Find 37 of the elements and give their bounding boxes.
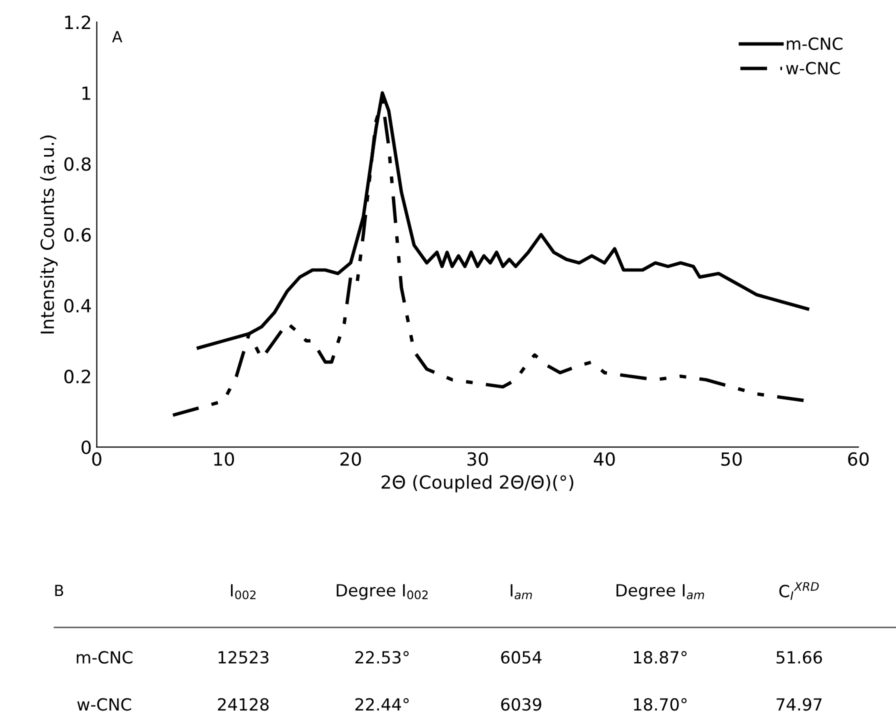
category-label: Degree I$_{002}$ [336, 584, 428, 600]
category-label: I$_{am}$ [510, 584, 532, 600]
category-label: I$_{002}$ [230, 584, 256, 600]
text: 6039 [501, 698, 542, 711]
y-tick-label: 0 [82, 440, 91, 454]
text: 22.53° [355, 651, 409, 664]
y-tick-label: 0.2 [64, 370, 90, 384]
text: 12523 [218, 651, 268, 664]
legend-label: w-CNC [786, 62, 840, 74]
y-tick-label: 0.4 [64, 298, 91, 313]
legend-label: m-CNC [786, 37, 842, 50]
x-tick-label: 30 [467, 452, 488, 466]
x-tick-label: 20 [340, 452, 361, 466]
y-axis-title: Intensity Counts (a.u.) [40, 136, 58, 334]
text: 24128 [218, 698, 269, 711]
text: 74.97 [776, 698, 822, 711]
x-tick-label: 40 [594, 452, 615, 466]
text: 18.70° [634, 698, 687, 711]
x-tick-label: 0 [92, 452, 102, 466]
y-tick-label: 1.2 [65, 16, 90, 29]
text: w-CNC [77, 698, 132, 711]
text: 6054 [501, 651, 542, 664]
text: 51.66 [776, 651, 822, 664]
y-tick-label: 0.6 [64, 228, 91, 242]
x-tick-label: 10 [214, 452, 234, 466]
text: m-CNC [76, 651, 132, 664]
chart-title: A [112, 31, 122, 42]
y-tick-label: 1 [82, 86, 90, 100]
x-axis-title: 2Θ (Coupled 2Θ/Θ)(°) [382, 474, 574, 492]
category-label: Degree I$_{am}$ [616, 584, 704, 600]
text: 22.44° [355, 698, 409, 710]
text: 18.87° [634, 651, 687, 664]
y-tick-label: 0.8 [64, 157, 91, 171]
x-tick-label: 50 [721, 452, 742, 466]
category-label: C$_{I}$$^{XRD}$ [779, 582, 819, 600]
text: B [55, 584, 64, 596]
x-tick-label: 60 [848, 452, 869, 466]
